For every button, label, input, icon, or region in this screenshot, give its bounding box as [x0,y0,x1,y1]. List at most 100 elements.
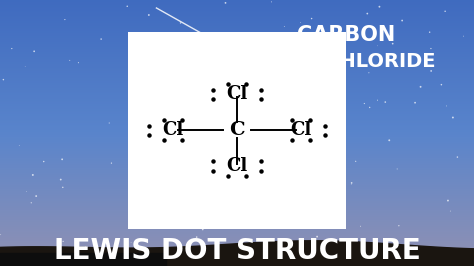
Point [297,20,304,25]
Point [165,188,173,193]
Point [460,34,467,38]
Point [138,100,146,104]
Point [143,210,150,214]
Point [0,77,7,82]
Point [59,239,67,243]
Point [309,203,316,207]
Point [374,44,382,48]
Point [411,101,419,105]
Point [308,16,315,21]
Point [375,5,383,9]
Point [357,224,365,228]
Point [426,30,433,34]
Point [251,242,259,246]
Point [220,41,228,45]
Point [348,181,356,185]
Text: Cl: Cl [227,157,247,175]
Point [449,115,456,120]
Point [229,118,237,122]
Point [395,223,402,228]
Point [159,154,167,158]
Point [244,243,252,247]
Point [127,189,135,194]
Point [173,74,180,79]
Point [447,209,454,213]
Point [318,208,326,212]
Point [177,21,184,25]
Point [216,92,223,96]
Point [105,242,113,246]
Point [218,213,226,217]
Point [198,220,206,224]
Text: CARBON: CARBON [297,24,395,45]
Point [393,167,401,171]
Point [443,104,450,108]
Point [222,143,230,147]
Point [133,139,140,143]
Text: TETRACHLORIDE: TETRACHLORIDE [256,52,436,71]
Point [364,11,371,16]
Point [21,64,29,69]
Text: Cl: Cl [163,121,183,139]
Point [347,182,355,186]
Point [193,81,201,85]
Point [244,248,252,253]
Point [164,41,171,45]
Point [377,29,385,33]
Point [234,116,241,120]
Point [268,0,275,4]
Point [59,185,66,189]
Point [222,1,229,5]
Point [0,232,4,237]
Point [57,177,64,182]
Point [210,208,218,212]
Point [29,173,36,177]
Point [58,157,66,161]
Point [389,41,396,46]
Point [123,4,131,9]
Point [27,201,35,205]
Point [441,9,449,13]
Point [326,119,334,123]
Point [352,159,359,163]
Point [417,85,424,89]
Point [61,18,69,22]
Point [281,24,288,28]
Point [211,248,219,252]
Point [366,105,374,110]
Point [444,198,452,203]
Point [233,181,241,185]
Point [281,112,289,116]
Point [128,240,135,245]
Point [398,18,406,23]
Point [16,143,23,148]
Point [97,37,105,41]
Point [209,62,216,66]
Bar [128,32,346,229]
Text: Cl: Cl [227,85,247,103]
Point [66,58,73,63]
Point [196,181,204,185]
Text: LEWIS DOT STRUCTURE: LEWIS DOT STRUCTURE [54,237,420,265]
Point [374,98,381,102]
Text: C: C [229,121,245,139]
Point [150,86,157,90]
Point [245,205,252,209]
Point [40,159,47,164]
Point [216,136,223,141]
Point [361,101,368,106]
Point [427,47,435,51]
Point [32,194,40,198]
Point [192,97,200,101]
Point [284,214,292,218]
Point [428,69,435,73]
Point [172,135,179,139]
Point [30,49,38,53]
Point [227,124,234,128]
Point [320,171,328,175]
Point [108,161,115,165]
Point [143,192,150,196]
Point [253,52,260,56]
Point [336,90,344,94]
Point [193,235,201,239]
